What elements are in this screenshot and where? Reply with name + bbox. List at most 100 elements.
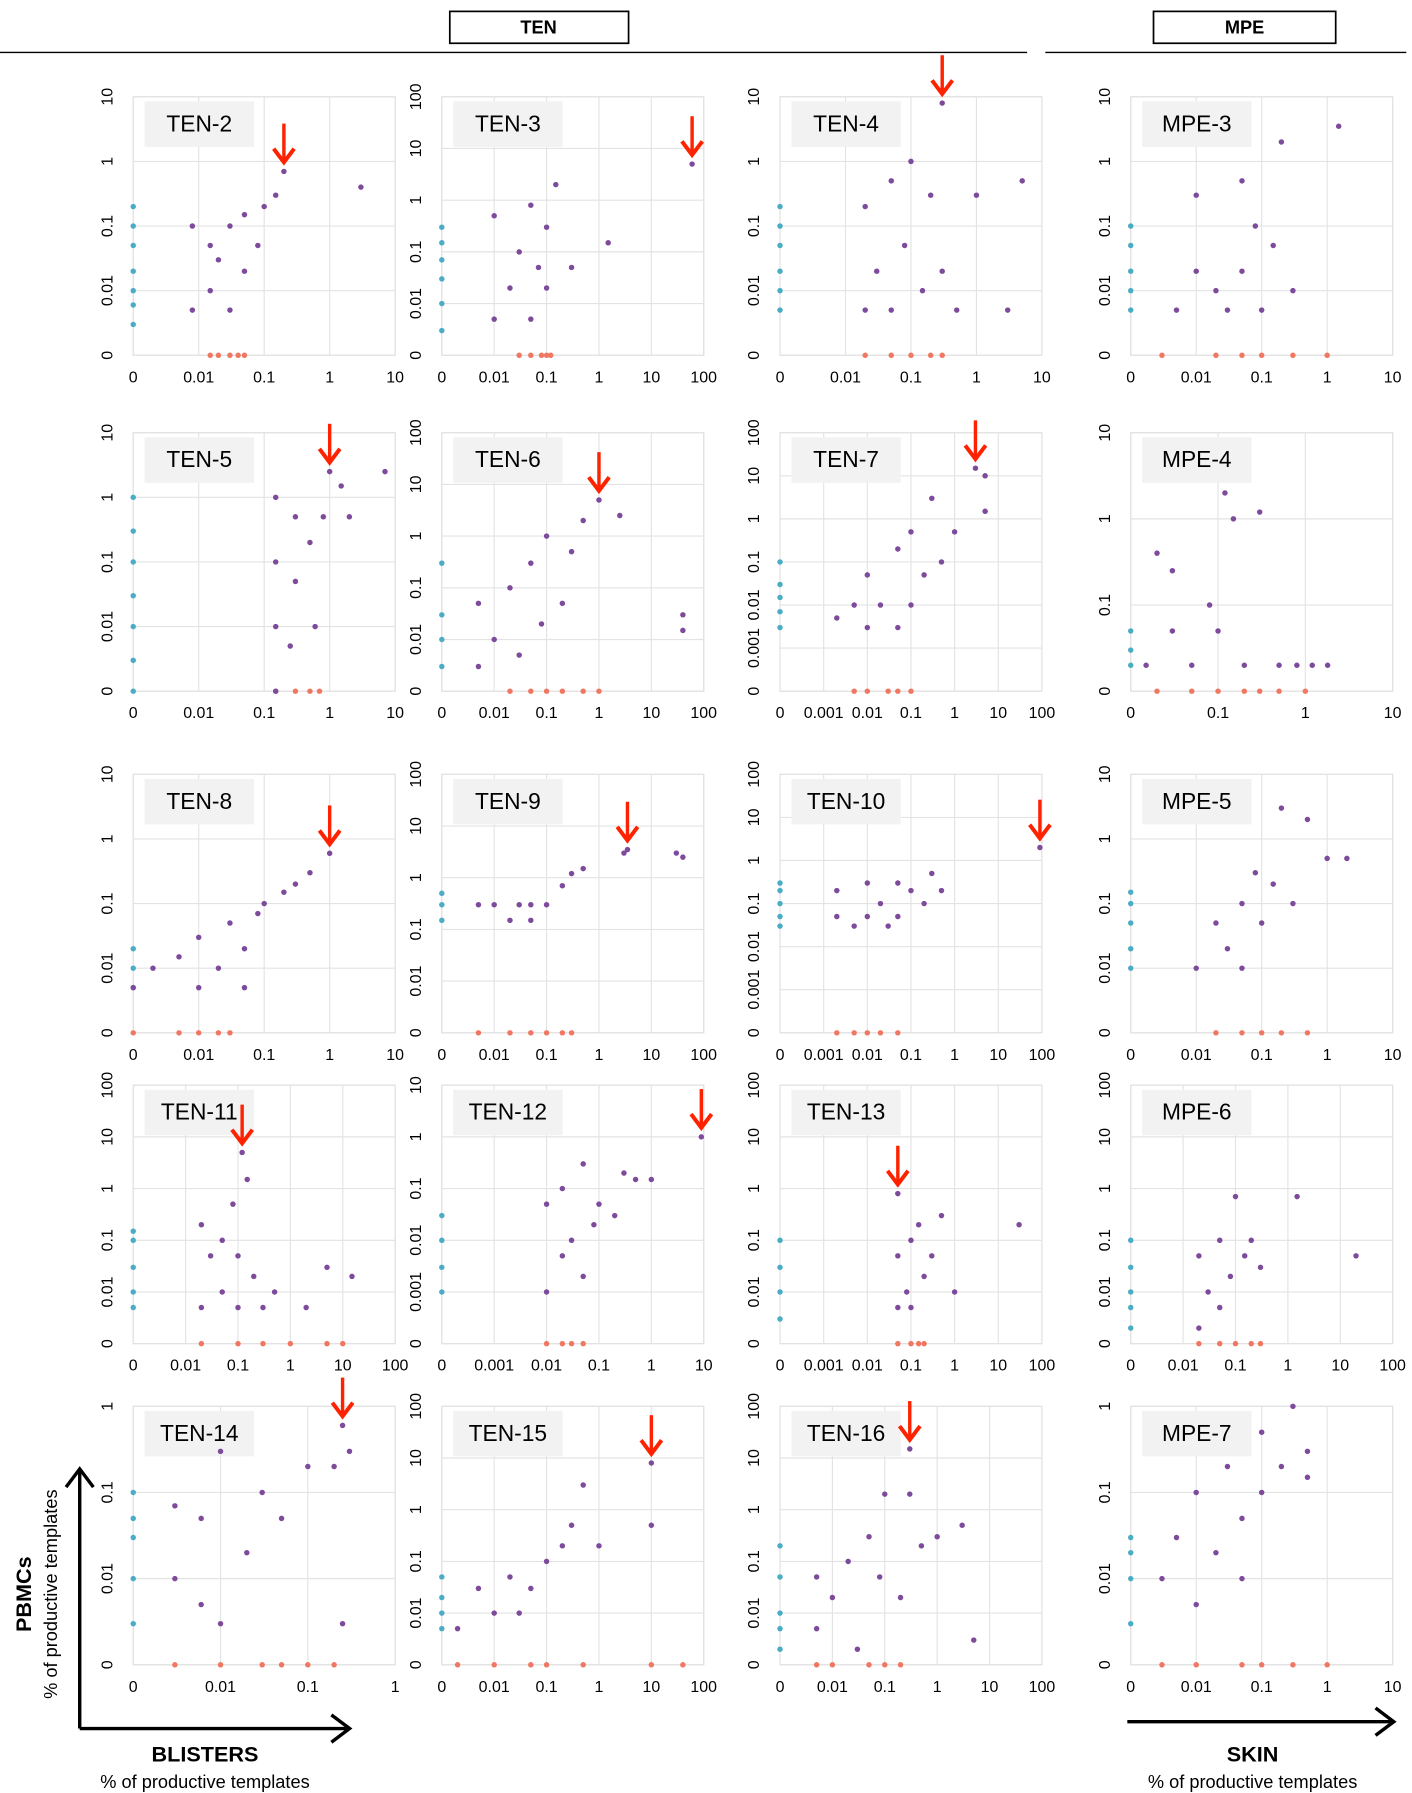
point	[219, 1237, 225, 1244]
point	[1128, 920, 1134, 926]
x-tick-label: 1	[647, 1358, 656, 1375]
y-tick-label: 0	[99, 687, 116, 696]
point	[1239, 1662, 1245, 1668]
y-tick-label: 0	[99, 351, 116, 360]
point	[895, 913, 901, 920]
y-tick-label: 1	[99, 834, 116, 843]
x-tick-label: 10	[642, 369, 660, 386]
y-tick-label: 0	[408, 1660, 425, 1669]
panel-title: MPE-3	[1162, 110, 1232, 136]
panel-title: TEN-4	[813, 110, 879, 136]
arrow	[639, 1415, 664, 1458]
point	[130, 223, 136, 229]
point	[621, 850, 627, 856]
arrow-head	[897, 1424, 922, 1444]
point	[358, 184, 364, 190]
title-box	[791, 778, 901, 825]
point	[1128, 307, 1134, 313]
point	[559, 1340, 566, 1347]
point	[895, 1253, 901, 1259]
point	[1216, 1304, 1223, 1311]
point	[1019, 178, 1025, 184]
point	[528, 1030, 534, 1036]
y-tick-label: 0.01	[1097, 1276, 1114, 1307]
x-tick-label: 1	[950, 1358, 959, 1375]
y-tick-label: 10	[746, 1449, 763, 1467]
point	[673, 850, 680, 856]
point	[439, 1594, 445, 1601]
y-tick-label: 0.01	[99, 1563, 116, 1594]
point	[130, 984, 136, 991]
x-tick-label: 0.01	[1181, 1679, 1212, 1696]
panel-title: TEN-12	[469, 1099, 547, 1125]
point	[491, 902, 497, 908]
point	[195, 984, 202, 991]
point	[305, 1662, 311, 1668]
point	[929, 1253, 935, 1259]
x-tick-label: 100	[1379, 1358, 1406, 1375]
x-tick-label: 1	[595, 369, 604, 386]
point	[217, 1662, 224, 1668]
x-tick-label: 0.01	[817, 1679, 848, 1696]
title-box	[791, 101, 901, 147]
y-tick-label: 0.01	[408, 1597, 425, 1628]
y-tick-label: 0.1	[746, 1229, 763, 1251]
point	[346, 514, 353, 520]
point	[1224, 1463, 1231, 1470]
point	[346, 1448, 353, 1455]
x-tick-label: 1	[1323, 1047, 1332, 1064]
point	[475, 663, 482, 670]
y-tick-label: 10	[408, 139, 425, 157]
y-tick-label: 1	[746, 1184, 763, 1193]
point	[215, 1030, 222, 1036]
point	[698, 1134, 705, 1140]
point	[324, 1264, 330, 1271]
x-tick-label: 0.01	[479, 1047, 510, 1064]
x-tick-label: 0.001	[804, 705, 844, 722]
point	[908, 887, 914, 894]
arrow	[330, 1377, 355, 1420]
point	[580, 1482, 586, 1488]
point	[1213, 352, 1219, 359]
point	[130, 528, 136, 534]
point	[1290, 1662, 1296, 1668]
x-tick-label: 1	[950, 1047, 959, 1064]
point	[908, 1340, 914, 1347]
point	[207, 1253, 214, 1259]
point	[235, 1304, 241, 1311]
x-tick-label: 0.1	[253, 1047, 275, 1064]
panel-title: TEN-5	[166, 446, 232, 472]
point	[292, 688, 299, 694]
point	[172, 1662, 178, 1668]
y-tick-label: 1	[99, 1184, 116, 1193]
point	[1241, 688, 1248, 694]
point	[1258, 1030, 1265, 1036]
point	[195, 934, 202, 941]
point	[227, 307, 233, 313]
point	[888, 178, 894, 184]
point	[596, 497, 602, 503]
point	[261, 203, 267, 210]
point	[198, 1221, 205, 1228]
y-tick-label: 0.1	[1097, 1229, 1114, 1251]
x-tick-label: 0.01	[852, 1358, 883, 1375]
y-tick-label: 100	[746, 419, 763, 446]
point	[1205, 1289, 1211, 1295]
x-tick-label: 1	[325, 705, 334, 722]
point	[130, 593, 136, 599]
point	[130, 1534, 136, 1541]
point	[777, 1625, 783, 1632]
point	[260, 1340, 266, 1347]
point	[971, 1637, 977, 1643]
point	[982, 508, 988, 515]
x-tick-label: 1	[972, 369, 981, 386]
point	[1335, 123, 1342, 129]
point	[580, 517, 586, 524]
point	[1196, 1325, 1202, 1331]
x-tick-label: 0.01	[170, 1358, 201, 1375]
x-tick-label: 0	[437, 1047, 446, 1064]
point	[207, 287, 213, 294]
point	[340, 1340, 346, 1347]
x-tick-label: 1	[391, 1679, 400, 1696]
point	[130, 1515, 136, 1522]
